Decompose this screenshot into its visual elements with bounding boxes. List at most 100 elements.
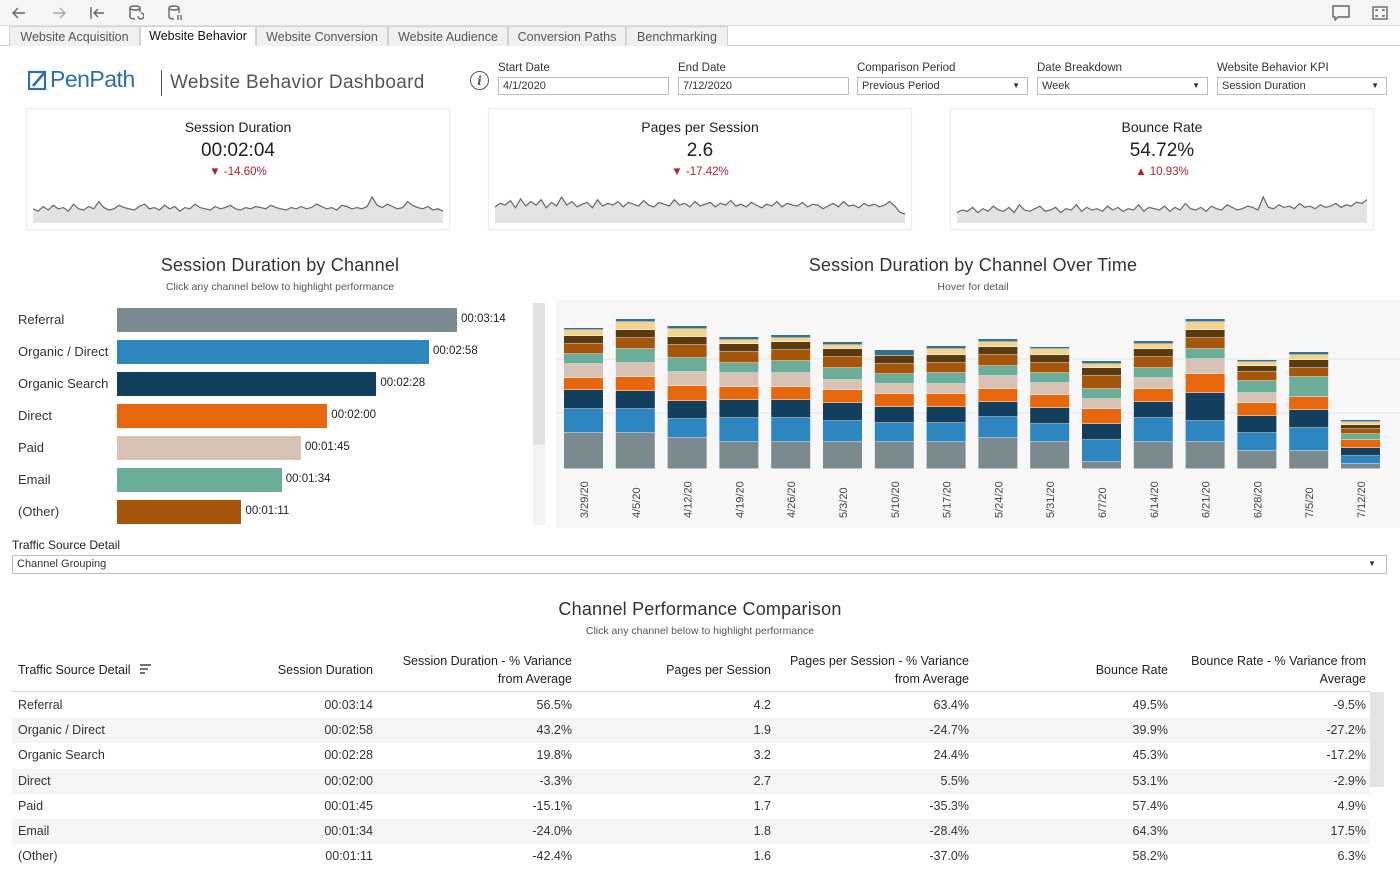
- sort-icon[interactable]: [140, 664, 152, 674]
- header-traffic-source[interactable]: Traffic Source Detail: [18, 661, 152, 679]
- stack-segment: [615, 322, 655, 330]
- table-row[interactable]: Organic / Direct 00:02:58 43.2% 1.9 -24.7% 39…: [12, 718, 1370, 744]
- row-value: 00:01:11: [325, 849, 373, 864]
- stack-segment: [719, 363, 759, 373]
- x-tick-label: 4/19/20: [734, 481, 746, 518]
- x-tick-label: 4/12/20: [683, 481, 695, 518]
- bar-label[interactable]: Direct: [18, 408, 52, 423]
- end-date-input[interactable]: 7/12/2020: [678, 77, 849, 95]
- table-row[interactable]: Organic Search 00:02:28 19.8% 3.2 24.4% 45.3%…: [12, 743, 1370, 768]
- tab-website-behavior[interactable]: Website Behavior: [140, 26, 256, 46]
- header-br-variance[interactable]: Bounce Rate - % Variance from Average: [1172, 652, 1366, 688]
- tab-conversion-paths[interactable]: Conversion Paths: [508, 26, 626, 46]
- comment-icon[interactable]: [1330, 3, 1352, 23]
- stack-segment: [1030, 395, 1070, 408]
- stack-segment: [667, 401, 707, 419]
- header-pps-variance[interactable]: Pages per Session - % Variance from Avera…: [772, 652, 969, 688]
- header-pps-variance-line1: Pages per Session - % Variance: [789, 654, 969, 668]
- start-date-input[interactable]: 4/1/2020: [498, 77, 669, 95]
- stack-segment: [823, 390, 862, 403]
- bar-label[interactable]: Paid: [18, 440, 45, 455]
- sparkline-line: [33, 195, 443, 213]
- stack-chart-subtitle: Hover for detail: [937, 281, 1009, 293]
- kpi-delta: ▲ 10.93%: [951, 166, 1373, 178]
- header-sd-variance[interactable]: Session Duration - % Variance from Averag…: [372, 652, 572, 688]
- stack-segment: [1237, 360, 1277, 362]
- kpi-card-bounce-rate[interactable]: Bounce Rate 54.72% ▲ 10.93%: [951, 109, 1373, 229]
- row-channel-name: Organic Search: [18, 748, 105, 763]
- bar-label[interactable]: Organic Search: [18, 376, 109, 391]
- bar-label[interactable]: (Other): [18, 504, 60, 519]
- pause-updates-icon[interactable]: [164, 3, 186, 23]
- table-row[interactable]: Direct 00:02:00 -3.3% 2.7 5.5% 53.1% -2.9%: [12, 768, 1370, 794]
- bar-referral[interactable]: [117, 308, 457, 332]
- bar-organic-direct[interactable]: [117, 340, 429, 364]
- header-session-duration[interactable]: Session Duration: [277, 663, 373, 677]
- forward-arrow-icon[interactable]: [48, 3, 70, 23]
- stack-segment: [926, 394, 966, 407]
- stack-segment: [1082, 361, 1121, 364]
- table-row[interactable]: Email 00:01:34 -24.0% 1.8 -28.4% 64.3% 17.5%: [12, 819, 1370, 844]
- end-date-label: End Date: [678, 62, 726, 74]
- sparkline-pages-per-session: [495, 195, 905, 223]
- traffic-source-select[interactable]: Channel Grouping ▼: [12, 555, 1387, 574]
- kpi-card-pages-per-session[interactable]: Pages per Session 2.6 ▼ -17.42%: [489, 109, 911, 229]
- tab-website-audience[interactable]: Website Audience: [388, 26, 508, 46]
- traffic-source-value: Channel Grouping: [17, 558, 107, 570]
- header-pages-per-session[interactable]: Pages per Session: [666, 663, 771, 677]
- stack-segment: [926, 407, 966, 423]
- tab-benchmarking[interactable]: Benchmarking: [626, 26, 728, 46]
- info-icon[interactable]: i: [470, 71, 489, 90]
- bar-paid[interactable]: [117, 436, 302, 460]
- bar-email[interactable]: [117, 468, 282, 492]
- comparison-period-select[interactable]: Previous Period ▼: [857, 77, 1028, 95]
- bar-chart-scrollbar[interactable]: [533, 303, 545, 445]
- x-tick-label: 6/7/20: [1097, 487, 1109, 518]
- bar-label[interactable]: Email: [18, 472, 51, 487]
- stack-segment: [1030, 383, 1070, 395]
- bar-value-label: 00:02:00: [331, 409, 377, 421]
- stack-segment: [1341, 422, 1380, 425]
- stack-segment: [667, 419, 707, 438]
- back-arrow-icon[interactable]: [8, 3, 30, 23]
- stack-segment: [564, 390, 603, 409]
- stack-segment: [1030, 355, 1070, 363]
- row-value: 63.4%: [933, 698, 969, 712]
- header-bounce-rate[interactable]: Bounce Rate: [1095, 663, 1168, 677]
- stack-segment: [719, 400, 759, 418]
- tab-website-acquisition[interactable]: Website Acquisition: [9, 26, 140, 46]
- stack-segment: [667, 329, 707, 337]
- date-breakdown-select[interactable]: Week ▼: [1037, 77, 1208, 95]
- stack-segment: [1185, 442, 1225, 469]
- stack-segment: [926, 363, 966, 373]
- header-br-variance-line1: Bounce Rate - % Variance from: [1191, 654, 1366, 668]
- kpi-delta-value: -14.60%: [223, 166, 267, 178]
- row-value: 17.5%: [1330, 824, 1366, 838]
- tab-website-conversion[interactable]: Website Conversion: [256, 26, 388, 46]
- table-row[interactable]: Paid 00:01:45 -15.1% 1.7 -35.3% 57.4% 4.9%: [12, 794, 1370, 819]
- bar-other[interactable]: [117, 500, 242, 524]
- row-channel-name: Organic / Direct: [18, 723, 105, 738]
- row-value: -37.0%: [929, 849, 969, 864]
- bar-organic-search[interactable]: [117, 372, 377, 396]
- table-row[interactable]: Referral 00:03:14 56.5% 4.2 63.4% 49.5% -9.5%: [12, 693, 1370, 718]
- sparkline-bounce-rate: [957, 195, 1367, 223]
- stack-segment: [1237, 416, 1277, 433]
- bar-label[interactable]: Referral: [18, 312, 65, 327]
- kpi-select[interactable]: Session Duration ▼: [1217, 77, 1387, 95]
- fullscreen-icon[interactable]: [1369, 3, 1391, 23]
- stack-segment: [926, 423, 966, 442]
- table-header: Traffic Source Detail Session Duration S…: [12, 650, 1370, 692]
- kpi-card-session-duration[interactable]: Session Duration 00:02:04 ▼ -14.60%: [27, 109, 449, 229]
- bar-direct[interactable]: [117, 404, 328, 428]
- table-row[interactable]: (Other) 00:01:11 -42.4% 1.6 -37.0% 58.2% 6.3%: [12, 844, 1370, 869]
- bar-label[interactable]: Organic / Direct: [18, 344, 109, 359]
- row-value: 00:03:14: [324, 698, 373, 712]
- refresh-data-icon[interactable]: [125, 3, 147, 23]
- row-value: 56.5%: [536, 698, 572, 712]
- revert-icon[interactable]: [86, 3, 108, 23]
- stack-segment: [564, 330, 603, 336]
- table-scrollbar[interactable]: [1370, 692, 1384, 787]
- header-sd-variance-line2: from Average: [497, 672, 572, 686]
- row-value: 19.8%: [536, 748, 572, 763]
